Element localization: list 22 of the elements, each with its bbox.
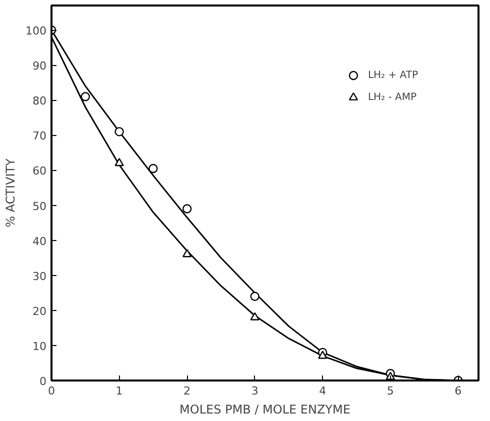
x-tick-label: 3 — [251, 384, 258, 398]
y-tick-label: 10 — [32, 340, 47, 353]
x-tick-label: 6 — [454, 384, 462, 398]
x-tick-label: 1 — [116, 384, 123, 398]
y-tick-label: 60 — [32, 164, 47, 178]
y-tick-label: 100 — [26, 24, 47, 38]
y-tick-label: 70 — [32, 130, 47, 143]
x-tick-label: 5 — [386, 384, 394, 398]
y-tick-label: 40 — [32, 234, 47, 248]
y-tick-label: 0 — [40, 375, 46, 388]
x-tick-label: 4 — [319, 384, 326, 398]
x-axis-title: MOLES PMB / MOLE ENZYME — [180, 402, 350, 416]
y-tick-label: 20 — [32, 304, 47, 318]
y-axis-title: % ACTIVITY — [4, 158, 18, 228]
x-tick-label: 0 — [48, 384, 55, 398]
legend-label: LH₂ + ATP — [368, 70, 418, 80]
x-tick-label: 2 — [184, 384, 191, 398]
legend-label: LH₂ - AMP — [368, 92, 417, 102]
y-tick-label: 80 — [32, 94, 47, 108]
y-tick-label: 30 — [32, 270, 47, 283]
y-tick-label: 90 — [32, 60, 47, 73]
y-tick-label: 50 — [32, 200, 47, 213]
